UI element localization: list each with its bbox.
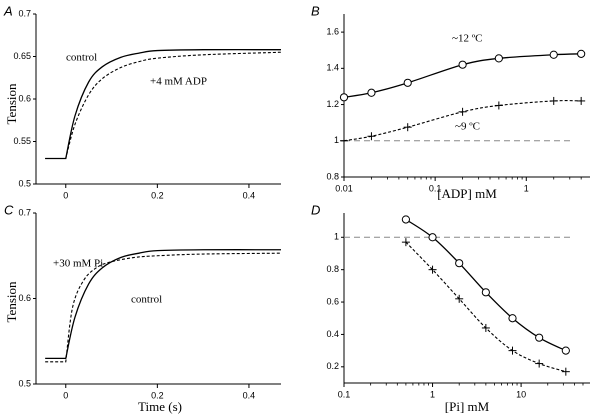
data-point-plus [577,96,586,105]
y-tick-label: 0.8 [326,264,339,274]
y-tick-label: 0.8 [326,171,339,181]
data-point-circle [401,215,410,224]
data-point-plus [401,238,410,247]
panel-letter: B [311,3,320,18]
data-point-plus [481,323,490,332]
x-axis-label: [ADP] mM [437,186,497,201]
x-tick-label: 1 [430,389,435,399]
series-annotation: ~12 ºC [452,33,482,45]
x-tick-label: 1 [524,183,529,193]
y-tick-label: 0.5 [18,178,31,188]
series-line-dashed [405,241,566,373]
y-axis-label: Tension [4,281,19,322]
x-tick-label: 0.4 [243,390,256,400]
data-point-circle [508,314,517,323]
panel-letter: C [4,202,14,217]
y-tick-label: 0.7 [18,207,31,217]
y-tick-label: 1 [334,232,339,242]
data-point-plus [340,136,348,145]
chart-panel-b: B 0.8 1 1.2 1.4 1.6 0.01 0.1 1 [ADP] mM ~12 ºC ~9 º… [311,3,590,201]
y-tick-label: 1.4 [326,63,339,73]
series-line-solid [45,48,282,160]
data-point-circle [367,88,376,97]
data-point-circle [561,346,570,355]
data-point-circle [535,333,544,342]
data-point-plus [458,107,467,116]
chart-panel-c: C 0.5 0.6 0.7 0 0.2 0.4 Tension Time (s) control +… [4,202,282,414]
y-tick-label: 1 [334,135,339,145]
y-tick-label: 0.65 [13,51,31,61]
series-line-solid [343,53,582,98]
series-annotation: +4 mM ADP [150,76,207,88]
data-point-circle [458,60,467,69]
data-point-plus [455,294,464,303]
data-point-circle [494,54,503,63]
y-tick-label: 1.6 [326,26,339,36]
data-point-plus [561,367,570,376]
x-tick-label: 0.2 [151,390,164,400]
x-tick-label: 0.1 [338,389,351,399]
data-point-circle [549,50,558,59]
x-tick-label: 0 [63,390,68,400]
data-point-circle [339,93,349,102]
series-annotation: control [131,294,162,306]
series-line-solid [45,249,282,359]
y-tick-label: 0.2 [326,361,339,371]
series-line-dashed [45,51,282,160]
data-point-circle [428,233,437,242]
y-tick-label: 0.5 [18,378,31,388]
data-point-plus [494,101,503,110]
data-point-plus [549,96,558,105]
y-tick-label: 0.6 [18,293,31,303]
data-point-circle [481,288,490,297]
data-point-circle [455,259,464,268]
chart-panel-d: D 0.2 0.4 0.6 0.8 1 0.1 1 10 [Pi] mM [311,202,590,414]
chart-panel-a: A 0.5 0.55 0.6 0.65 0.7 0 0.2 0.4 Tension control +… [3,3,282,200]
x-axis-label: [Pi] mM [445,399,490,414]
x-tick-label: 0.01 [335,183,353,193]
y-tick-label: 0.4 [326,329,339,339]
data-point-circle [403,78,412,87]
data-point-plus [367,132,376,141]
series-annotation: ~9 ºC [455,121,480,133]
x-tick-label: 0.4 [243,190,256,200]
x-tick-label: 0.1 [429,183,442,193]
x-tick-label: 0 [63,190,68,200]
y-tick-label: 0.6 [326,296,339,306]
data-point-circle [577,49,586,58]
x-tick-label: 0.2 [151,190,164,200]
data-point-plus [508,346,517,355]
x-tick-label: 10 [516,389,526,399]
y-tick-label: 0.7 [18,8,31,18]
series-annotation: control [66,52,97,64]
x-axis-label: Time (s) [138,399,182,414]
series-annotation: +30 mM Pi [53,258,103,270]
y-tick-label: 1.2 [326,99,339,109]
panel-letter: A [3,3,13,18]
y-tick-label: 0.6 [18,93,31,103]
y-axis-label: Tension [4,83,19,124]
y-tick-label: 0.55 [13,136,31,146]
data-point-plus [428,265,437,274]
panel-letter: D [311,202,320,217]
data-point-plus [535,359,544,368]
data-point-plus [403,123,412,132]
